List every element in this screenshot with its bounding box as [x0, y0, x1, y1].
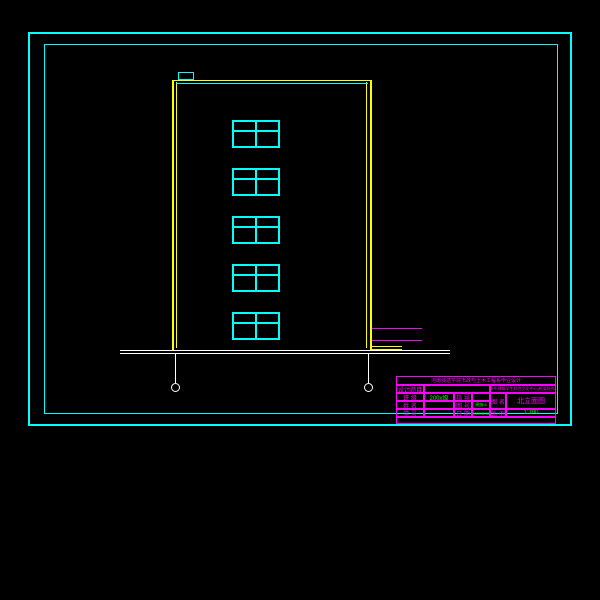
tb-r4b-c2: 2009.5.30	[472, 409, 490, 417]
ground-line-2	[120, 353, 450, 354]
axis-bubble-left	[171, 383, 180, 392]
building-left-edge	[172, 80, 174, 350]
step-line-1	[372, 346, 402, 347]
building-right-edge-inner	[366, 82, 367, 348]
building-top-edge	[172, 80, 372, 81]
step-line-2	[372, 349, 402, 350]
roof-access-box	[178, 72, 194, 80]
tb-r1-c1: 设计题目	[396, 385, 424, 393]
tb-bottom	[396, 417, 556, 424]
canopy-line-2	[372, 340, 422, 341]
cad-canvas: 河南城建学院市政与土木工程系毕业设计 设计题目 华中建筑学生综合文化中心(框架结…	[0, 0, 600, 600]
tb-r3a-c2	[424, 401, 454, 409]
tb-r1-c2	[424, 385, 490, 393]
window-floor-5	[232, 120, 280, 148]
tb-r3b-c2: 建施-6	[472, 401, 490, 409]
tb-r2a-c1: 班 级	[396, 393, 424, 401]
window-floor-3	[232, 216, 280, 244]
inner-frame	[44, 44, 558, 414]
title-block: 河南城建学院市政与土木工程系毕业设计 设计题目 华中建筑学生综合文化中心(框架结…	[396, 376, 556, 424]
tb-r2b-c2	[472, 393, 490, 401]
window-floor-1	[232, 312, 280, 340]
canopy-line-1	[372, 328, 422, 329]
building-left-edge-inner	[176, 82, 177, 348]
tb-r4a-c1: 学 号	[396, 409, 424, 417]
tb-r3a-c1: 姓 名	[396, 401, 424, 409]
tb-drawing-title: 北立面图	[506, 393, 556, 409]
tb-subheader: 华中建筑学生综合文化中心(框架结构)	[490, 385, 556, 393]
ground-line-1	[120, 350, 450, 351]
window-floor-4	[232, 168, 280, 196]
tb-bili-label: 比 例	[490, 409, 506, 417]
tb-bili-value: 1:100	[506, 409, 556, 417]
axis-bubble-right	[364, 383, 373, 392]
tb-r4a-c2	[424, 409, 454, 417]
tb-tuming-label: 图 名	[490, 393, 506, 409]
axis-tick-right	[368, 353, 369, 383]
axis-tick-left	[175, 353, 176, 383]
tb-r3b-c1: 图 号	[454, 401, 472, 409]
building-top-edge-2	[176, 83, 368, 84]
tb-r4b-c1: 日 期	[454, 409, 472, 417]
building-right-edge	[370, 80, 372, 350]
tb-r2b-c1: 指 导	[454, 393, 472, 401]
tb-r2a-c2: 200x级	[424, 393, 454, 401]
window-floor-2	[232, 264, 280, 292]
tb-header: 河南城建学院市政与土木工程系毕业设计	[396, 376, 556, 385]
